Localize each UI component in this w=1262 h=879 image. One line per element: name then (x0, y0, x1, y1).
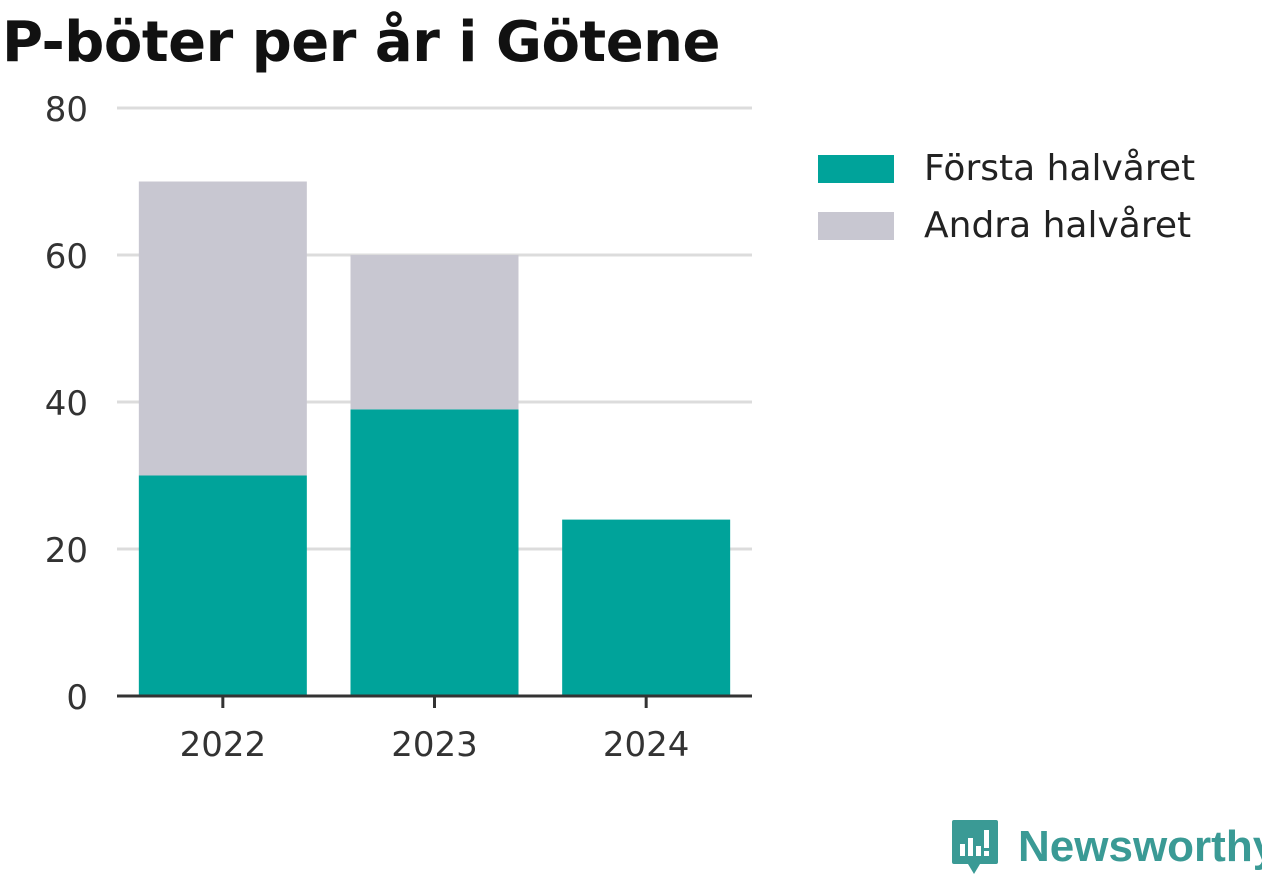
y-tick-label: 80 (45, 90, 88, 130)
legend-label: Första halvåret (924, 148, 1196, 189)
brand-name: Newsworthy (1018, 822, 1262, 871)
bars (138, 181, 731, 696)
y-tick-label: 20 (45, 531, 88, 571)
newsworthy-logo-icon (952, 820, 998, 874)
y-tick-label: 0 (66, 678, 88, 718)
chart-title: P-böter per år i Götene (2, 10, 721, 75)
bar-2022-series-1 (138, 475, 307, 696)
legend-item: Första halvåret (818, 140, 1195, 197)
legend-swatch (818, 154, 894, 183)
x-tick-label: 2022 (180, 725, 267, 765)
brand: Newsworthy (950, 818, 1262, 876)
bar-2022-series-2 (138, 181, 307, 476)
x-tick-label: 2023 (391, 725, 478, 765)
legend-swatch (818, 211, 894, 240)
x-axis: 2022 2023 2024 (117, 694, 752, 765)
bar-2024-series-1 (562, 519, 731, 696)
y-tick-label: 40 (45, 384, 88, 424)
legend-label: Andra halvåret (924, 205, 1192, 246)
y-axis-ticks: 0 20 40 60 80 (45, 90, 88, 718)
legend: Första halvåret Andra halvåret (818, 140, 1195, 254)
bar-2023-series-2 (350, 255, 519, 410)
legend-item: Andra halvåret (818, 197, 1195, 254)
bar-2023-series-1 (350, 409, 519, 696)
x-tick-label: 2024 (603, 725, 690, 765)
y-tick-label: 60 (45, 237, 88, 277)
